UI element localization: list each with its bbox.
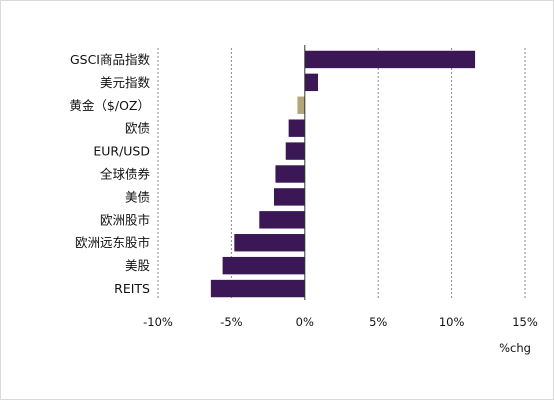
bar (222, 256, 305, 275)
category-label: 美股 (125, 258, 151, 273)
bar (259, 211, 305, 229)
category-label: 黄金（$/OZ） (69, 98, 150, 113)
bars (210, 50, 476, 298)
bar (304, 50, 476, 69)
x-axis-unit-label: %chg (499, 341, 531, 355)
category-label: 美债 (125, 189, 150, 204)
bar (234, 234, 305, 252)
x-tick-labels: -10% -5% 0% 5% 10% 15% (143, 315, 538, 329)
x-tick-label: -10% (143, 315, 173, 329)
x-tick-label: 15% (512, 315, 538, 329)
bar (210, 279, 305, 298)
category-label: 欧债 (125, 121, 150, 136)
bar (297, 96, 305, 114)
bar (275, 165, 305, 183)
category-label: 全球债券 (100, 167, 151, 182)
category-label: 美元指数 (100, 75, 151, 90)
x-tick-label: -5% (220, 315, 242, 329)
bar (288, 119, 305, 137)
grid (157, 48, 526, 300)
category-label: EUR/USD (93, 144, 150, 159)
category-label: 欧洲远东股市 (75, 235, 150, 250)
category-label: GSCI商品指数 (70, 52, 151, 67)
bar (285, 142, 305, 160)
x-tick-label: 0% (296, 315, 314, 329)
x-tick-label: 10% (439, 315, 465, 329)
x-tick-label: 5% (369, 315, 387, 329)
bar (273, 188, 305, 206)
category-label: 欧洲股市 (100, 212, 150, 227)
bar (304, 73, 319, 92)
category-label: REITS (114, 281, 150, 296)
